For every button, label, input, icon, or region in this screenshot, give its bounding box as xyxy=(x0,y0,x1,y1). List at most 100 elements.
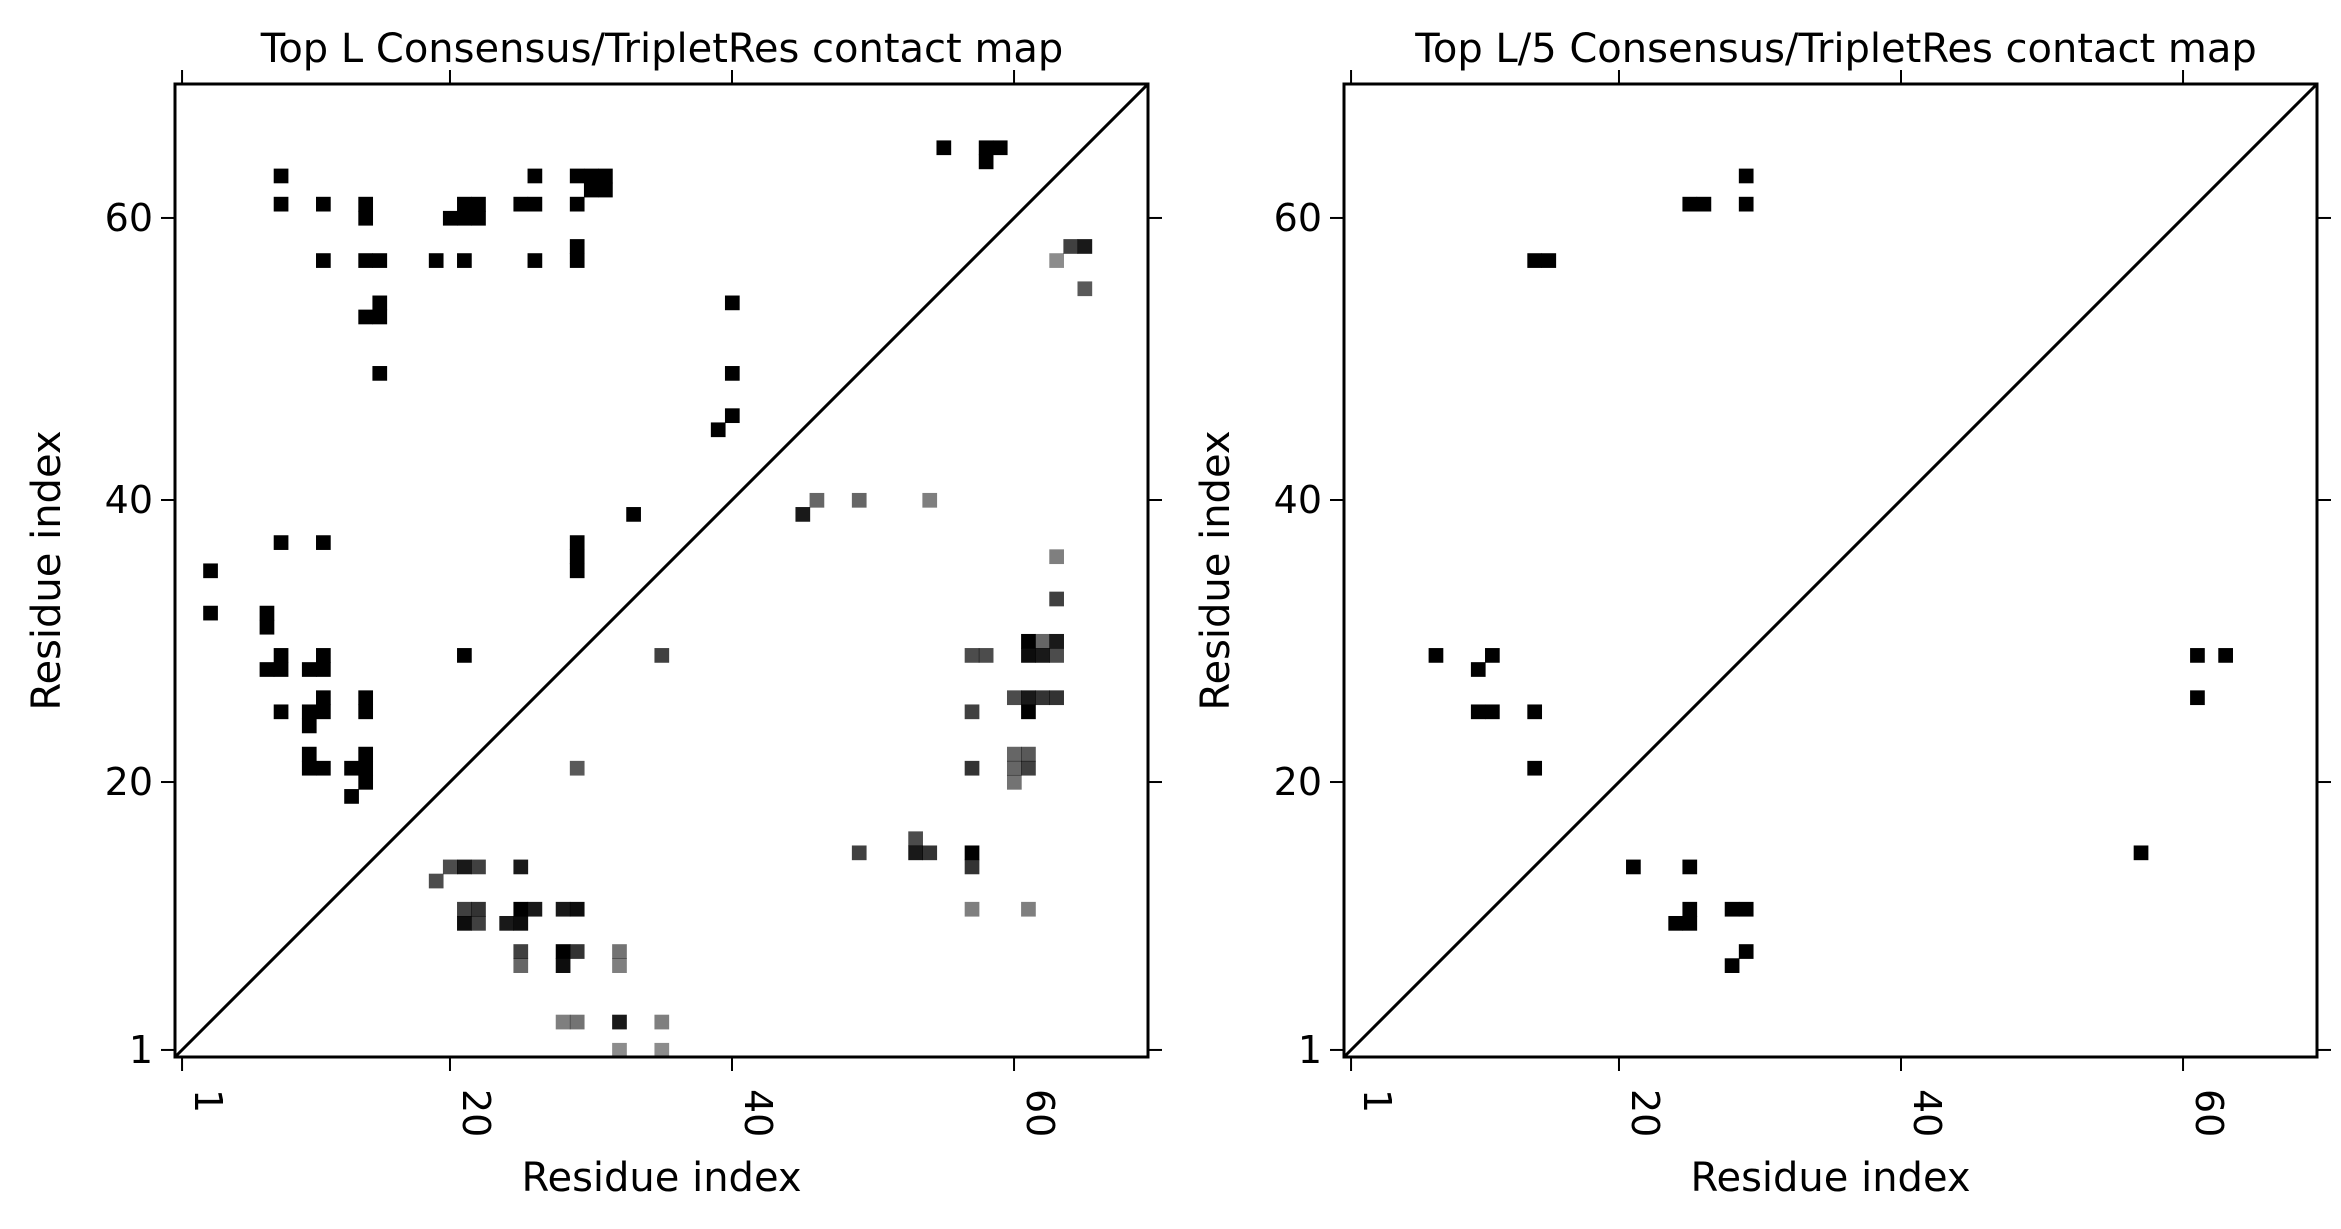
contact-cell-upper xyxy=(1527,760,1543,776)
contact-cell-upper xyxy=(527,168,543,184)
contact-cell-upper xyxy=(344,760,359,776)
contact-cell-lower xyxy=(1668,915,1684,931)
contact-cell-lower xyxy=(1049,253,1064,268)
y-tick-label: 60 xyxy=(105,196,153,240)
contact-cell-lower xyxy=(513,944,529,959)
contact-cell-upper xyxy=(936,140,952,156)
axis-ticks xyxy=(1330,70,2331,1071)
x-tick-label: 60 xyxy=(2187,1089,2231,1137)
contact-cell-upper xyxy=(301,704,317,720)
contact-cell-lower xyxy=(908,845,923,861)
contact-cell-lower xyxy=(654,648,670,663)
contact-cell-lower xyxy=(1724,901,1740,917)
contact-cell-upper xyxy=(724,366,740,381)
contact-cell-upper xyxy=(372,295,388,311)
contact-cell-upper xyxy=(569,549,585,565)
contact-cell-lower xyxy=(555,958,571,973)
contact-cell-lower xyxy=(1021,690,1036,706)
contact-cell-upper xyxy=(358,210,374,226)
contact-cell-lower xyxy=(1626,859,1641,875)
contact-cell-lower xyxy=(428,873,444,889)
contact-cell-upper xyxy=(301,662,317,677)
contact-cells xyxy=(203,140,1093,1058)
contact-cell-lower xyxy=(851,845,867,861)
x-tick-label: 40 xyxy=(736,1089,780,1137)
plot-frame xyxy=(1342,82,2319,1059)
contact-cell-upper xyxy=(301,760,317,776)
contact-cell-upper xyxy=(1485,704,1500,720)
y-tick-label: 1 xyxy=(1298,1028,1322,1072)
contact-cell-upper xyxy=(273,704,289,720)
contact-cell-upper xyxy=(316,690,331,706)
contact-cell-upper xyxy=(273,196,289,212)
contact-cells xyxy=(1428,168,2233,973)
contact-cell-upper xyxy=(724,295,740,311)
y-tick-label: 20 xyxy=(105,760,153,804)
contact-cell-upper xyxy=(203,605,218,621)
plot-frame xyxy=(173,82,1150,1059)
y-axis-label: Residue index xyxy=(1193,430,1239,710)
contact-cell-upper xyxy=(316,648,331,663)
contact-cell-lower xyxy=(654,1014,670,1030)
contact-cell-upper xyxy=(978,154,994,170)
y-tick-label: 60 xyxy=(1274,196,1322,240)
x-tick-label: 1 xyxy=(1355,1089,1399,1113)
contact-cell-upper xyxy=(724,408,740,424)
contact-cell-lower xyxy=(2133,845,2149,861)
contact-cell-upper xyxy=(626,507,641,522)
contact-cell-lower xyxy=(1049,633,1064,649)
contact-cell-upper xyxy=(1738,196,1754,212)
contact-cell-upper xyxy=(259,619,275,635)
contact-cell-upper xyxy=(442,210,458,226)
chart-title: Top L Consensus/TripletRes contact map xyxy=(260,26,1064,72)
contact-cell-lower xyxy=(569,944,585,959)
x-tick-label: 20 xyxy=(454,1089,498,1137)
contact-cell-upper xyxy=(372,253,388,268)
contact-cell-lower xyxy=(964,859,980,875)
contact-cell-upper xyxy=(358,704,374,720)
contact-map-panel-top-l: Top L Consensus/TripletRes contact map 1… xyxy=(24,26,1162,1201)
contact-cell-lower xyxy=(1049,549,1064,565)
contact-cell-upper xyxy=(358,309,374,325)
contact-cell-lower xyxy=(513,859,529,875)
axis-ticks xyxy=(161,70,1162,1071)
contact-cell-upper xyxy=(1470,662,1486,677)
contact-cell-upper xyxy=(316,535,331,550)
contact-cell-upper xyxy=(457,210,472,226)
contact-cell-upper xyxy=(569,196,585,212)
x-tick-label: 1 xyxy=(186,1089,230,1113)
contact-cell-upper xyxy=(316,662,331,677)
contact-cell-lower xyxy=(851,492,867,508)
diagonal-line xyxy=(173,82,1150,1059)
contact-cell-upper xyxy=(583,182,599,198)
contact-cell-upper xyxy=(1682,196,1698,212)
contact-cell-upper xyxy=(358,196,374,212)
contact-cell-lower xyxy=(513,915,529,931)
contact-cell-lower xyxy=(471,901,486,917)
x-tick-label: 20 xyxy=(1623,1089,1667,1137)
contact-cell-upper xyxy=(457,253,472,268)
contact-cell-lower xyxy=(457,859,472,875)
contact-cell-lower xyxy=(1063,239,1079,254)
contact-cell-lower xyxy=(964,901,980,917)
contact-cell-upper xyxy=(1696,196,1712,212)
contact-cell-lower xyxy=(569,760,585,776)
contact-cell-upper xyxy=(428,253,444,268)
contact-cell-upper xyxy=(358,253,374,268)
contact-cell-lower xyxy=(1021,901,1036,917)
contact-cell-upper xyxy=(358,746,374,762)
contact-cell-upper xyxy=(259,662,275,677)
contact-cell-lower xyxy=(908,831,923,847)
contact-cell-upper xyxy=(513,196,529,212)
contact-cell-lower xyxy=(795,507,811,522)
contact-cell-lower xyxy=(457,915,472,931)
contact-cell-lower xyxy=(471,859,486,875)
contact-cell-upper xyxy=(316,253,331,268)
contact-cell-lower xyxy=(612,1042,627,1058)
contact-cell-upper xyxy=(471,196,486,212)
contact-cell-lower xyxy=(1021,633,1036,649)
contact-cell-lower xyxy=(612,944,627,959)
contact-cell-lower xyxy=(1049,591,1064,607)
contact-cell-upper xyxy=(457,196,472,212)
